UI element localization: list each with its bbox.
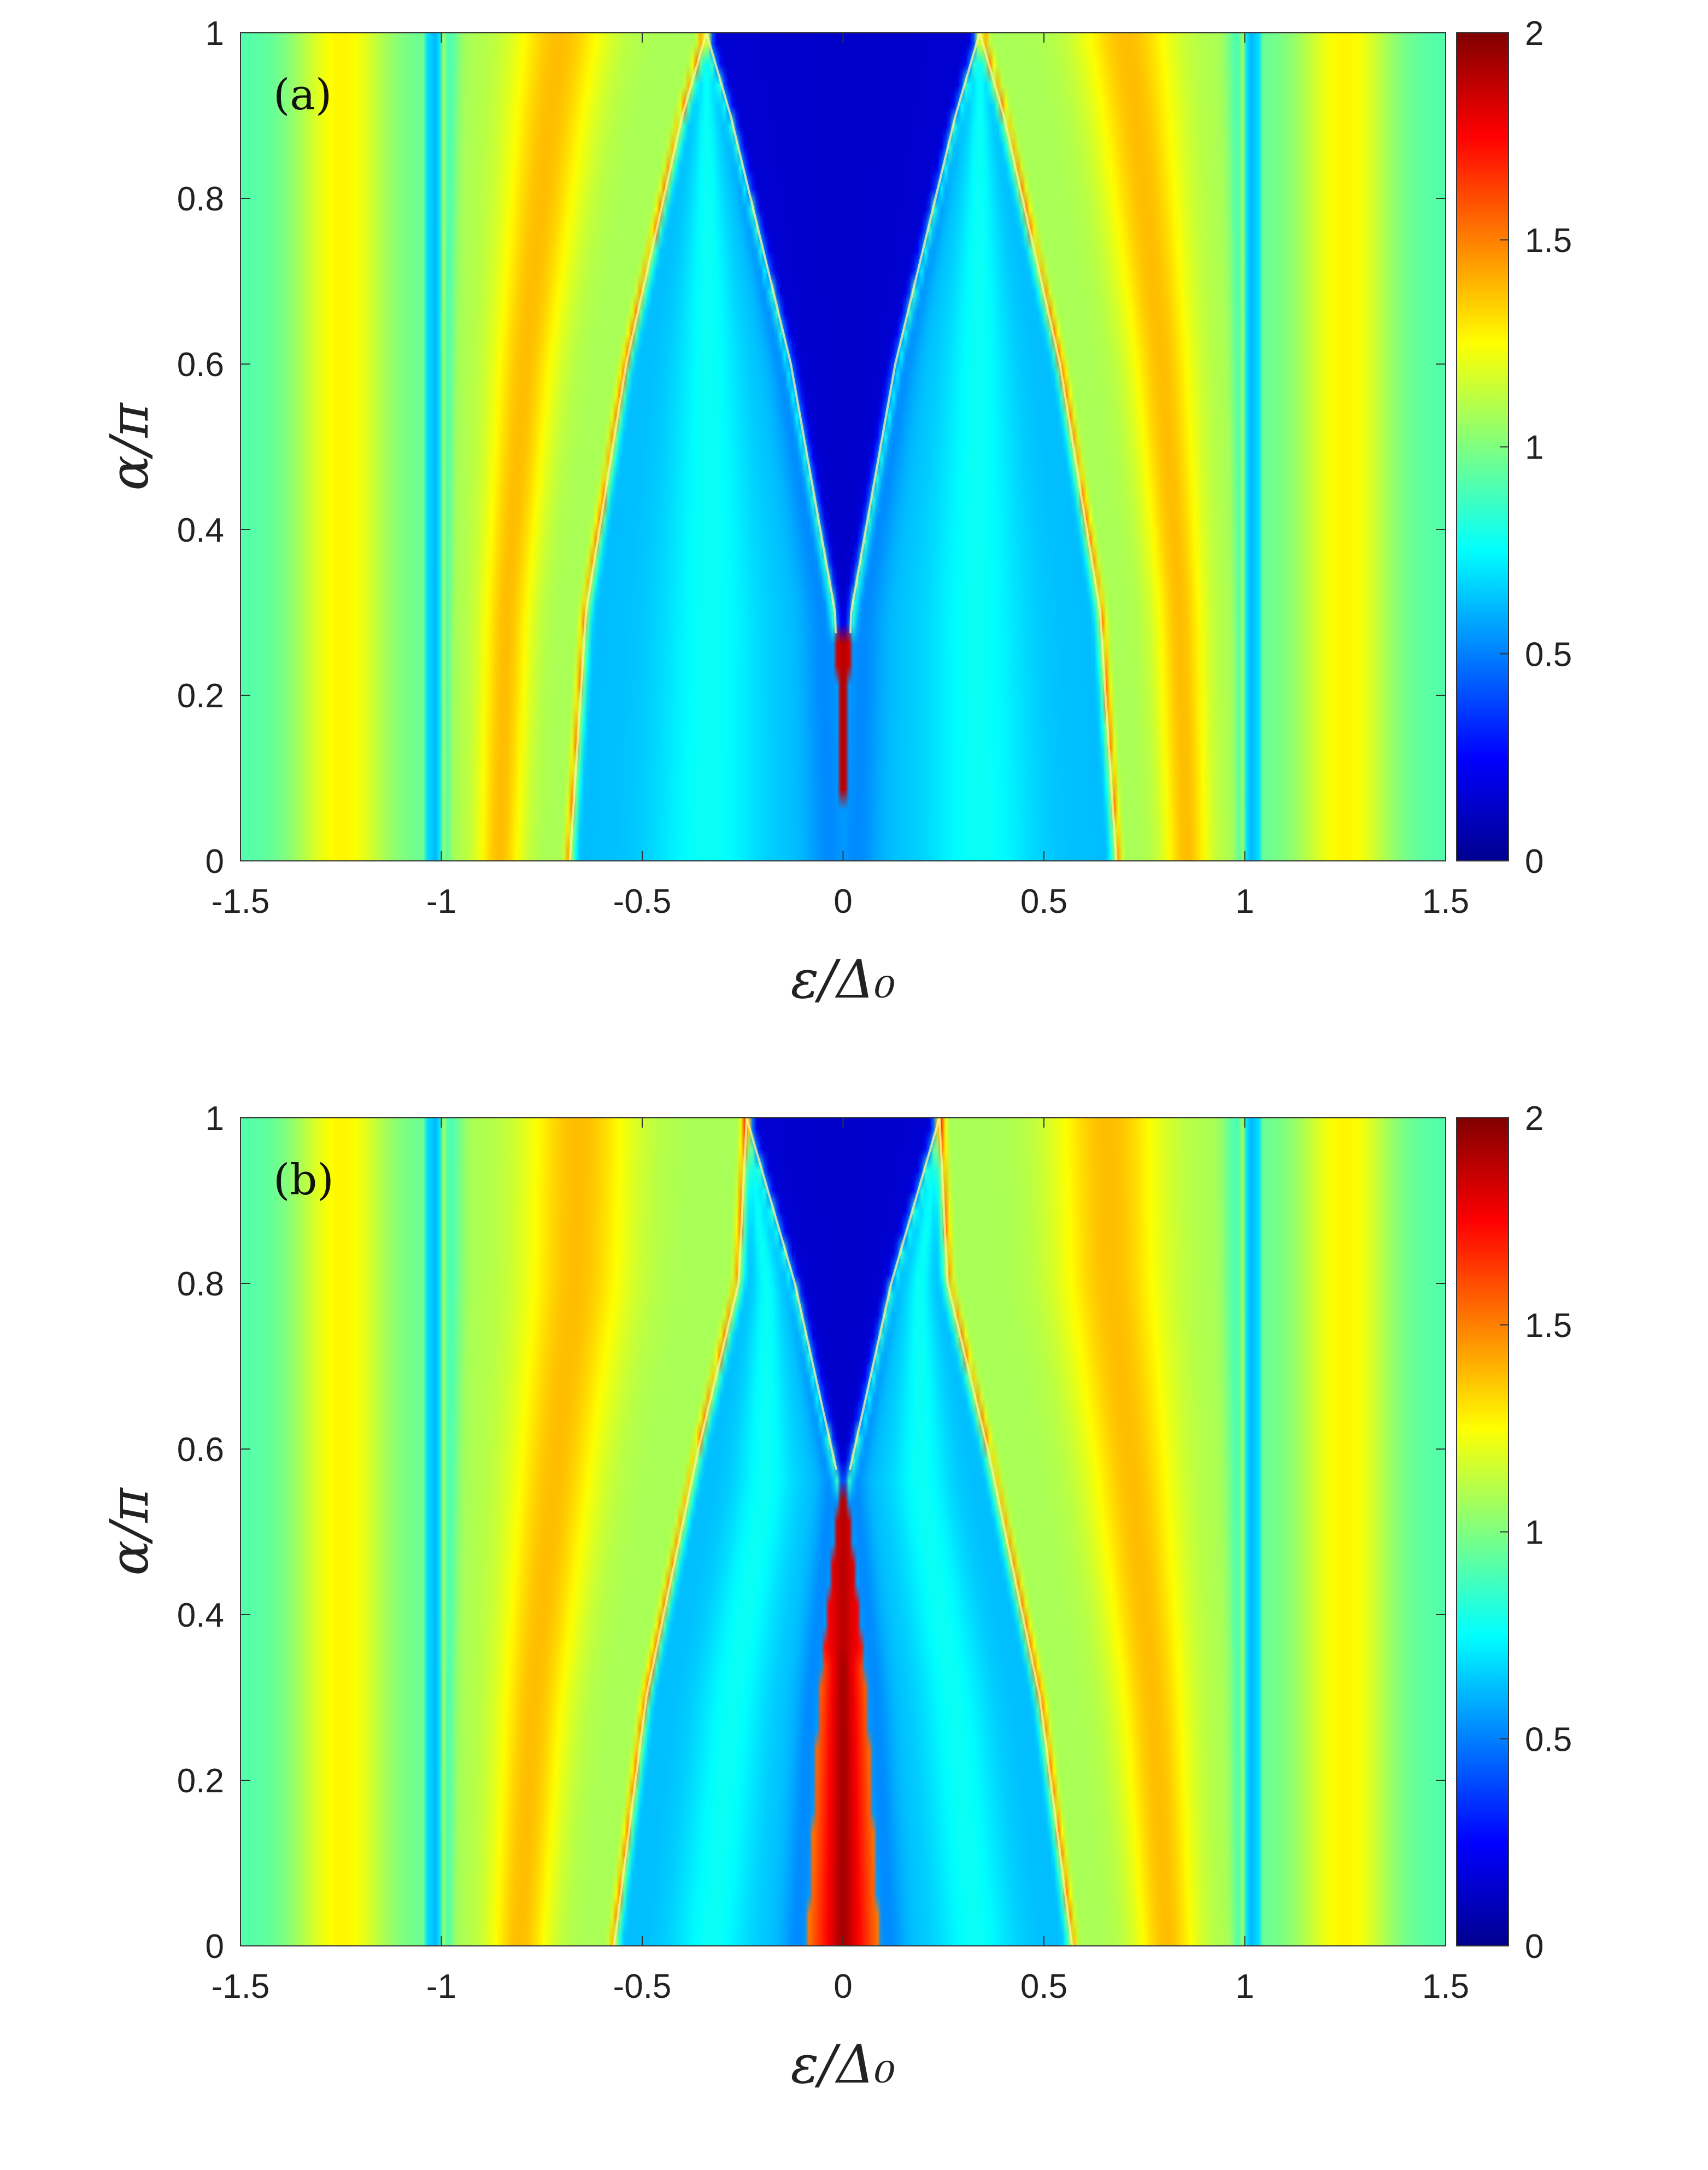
colorbar-tick-label: 1: [1525, 429, 1543, 467]
y-axis-label: α/π: [99, 402, 160, 490]
colorbar-tick-label: 1.5: [1525, 222, 1572, 260]
x-tick-label: -0.5: [613, 883, 672, 920]
panel-label: (b): [273, 1156, 334, 1205]
colorbar-tick-label: 1: [1525, 1514, 1543, 1552]
colorbar-tick-label: 0: [1525, 1928, 1543, 1966]
heatmap-image: [240, 33, 1446, 861]
peak-branch-outer-neg: [613, 1117, 748, 1946]
y-tick-label: 0.8: [177, 1265, 224, 1303]
x-tick-label: -1: [426, 883, 456, 920]
x-tick-label: 0: [834, 883, 852, 920]
peak-branch-inner-pos: [849, 32, 981, 634]
colorbar-tick-label: 0.5: [1525, 636, 1572, 673]
colorbar-tick-label: 0: [1525, 843, 1543, 881]
chart-b: -1.5 -1 -0.5 0 0.5 1 1.5 0 0.2 0.4 0.6 0.8 1 ε/Δ₀ α/π (…: [99, 1100, 1572, 2095]
y-tick-label: 0.6: [177, 1431, 224, 1469]
peak-branch-inner-pos: [848, 1117, 941, 1470]
x-tick-label: -1.5: [212, 1968, 270, 2005]
colorbar-tick-label: 2: [1525, 15, 1543, 52]
panel-b: -1.5 -1 -0.5 0 0.5 1 1.5 0 0.2 0.4 0.6 0.8 1 ε/Δ₀ α/π (…: [0, 1085, 1708, 2170]
colorbar-tick-label: 2: [1525, 1100, 1543, 1137]
x-tick-label: -0.5: [613, 1968, 672, 2005]
y-tick-label: 0: [206, 843, 224, 881]
chart-a: -1.5 -1 -0.5 0 0.5 1 1.5 0 0.2 0.4 0.6 0.8 1 ε/Δ₀ α/π (…: [99, 15, 1572, 1010]
y-tick-label: 0.2: [177, 1762, 224, 1800]
x-tick-label: -1: [426, 1968, 456, 2005]
peak-branch-outer-pos: [978, 32, 1118, 861]
panel-label: (a): [273, 71, 332, 120]
peak-branch-outer-pos: [938, 1117, 1073, 1946]
y-tick-label: 0.8: [177, 180, 224, 218]
y-tick-label: 0.2: [177, 677, 224, 715]
panel-a: -1.5 -1 -0.5 0 0.5 1 1.5 0 0.2 0.4 0.6 0.8 1 ε/Δ₀ α/π (…: [99, 15, 1572, 1010]
peak-branch-outer-neg: [568, 32, 708, 861]
x-tick-label: 1.5: [1422, 1968, 1469, 2005]
y-tick-label: 1: [206, 15, 224, 52]
y-tick-label: 1: [206, 1100, 224, 1137]
x-tick-label: 1: [1235, 1968, 1254, 2005]
x-tick-label: 1.5: [1422, 883, 1469, 920]
y-tick-label: 0: [206, 1928, 224, 1966]
peak-branch-inner-neg: [705, 32, 837, 634]
y-tick-label: 0.4: [177, 1597, 224, 1634]
peak-branch-inner-neg: [746, 1117, 838, 1470]
y-tick-label: 0.4: [177, 512, 224, 549]
x-tick-label: 1: [1235, 883, 1254, 920]
x-tick-label: 0: [834, 1968, 852, 2005]
x-axis-label: ε/Δ₀: [791, 2034, 896, 2095]
colorbar-tick-label: 0.5: [1525, 1721, 1572, 1758]
y-axis-label: α/π: [99, 1487, 160, 1575]
colorbar-tick-label: 1.5: [1525, 1307, 1572, 1345]
y-tick-label: 0.6: [177, 346, 224, 384]
x-tick-label: 0.5: [1020, 883, 1067, 920]
x-tick-label: -1.5: [212, 883, 270, 920]
heatmap-image: [240, 1118, 1446, 1946]
x-axis-label: ε/Δ₀: [791, 949, 896, 1010]
x-tick-label: 0.5: [1020, 1968, 1067, 2005]
